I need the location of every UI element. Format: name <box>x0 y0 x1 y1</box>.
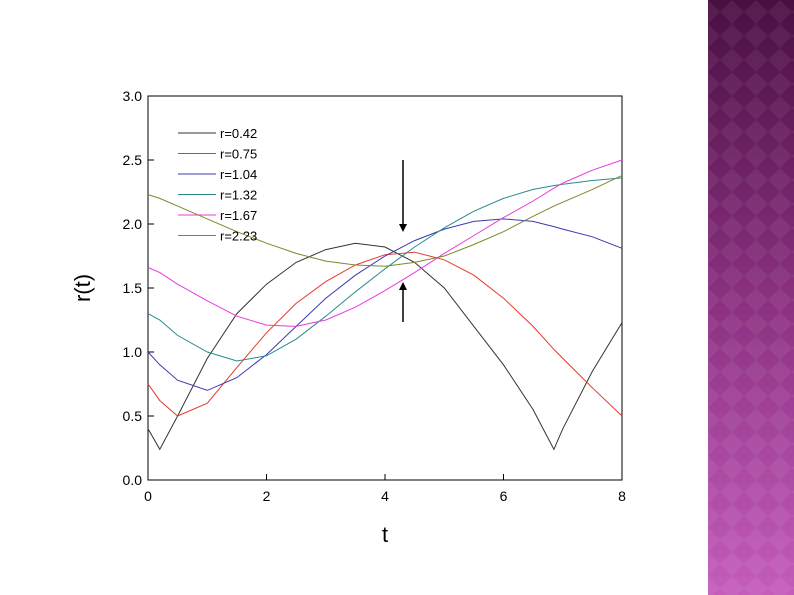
series-line <box>147 159 623 327</box>
legend-label: r=1.04 <box>220 167 257 182</box>
legend-label: r=1.67 <box>220 208 257 223</box>
y-tick-label: 2.5 <box>123 152 143 168</box>
series-line <box>147 218 623 391</box>
arrowhead <box>399 224 407 232</box>
series-line <box>147 242 623 451</box>
legend-label: r=2.23 <box>220 229 257 244</box>
x-tick-label: 2 <box>263 488 271 504</box>
plot: 0 2 4 6 8 0.0 0.5 1.0 1.5 2.0 2.5 3.0 r=0.42 r=0.75 r=… <box>123 88 627 504</box>
y-tick-label: 1.0 <box>123 344 143 360</box>
y-tick-label: 0.0 <box>123 472 143 488</box>
series-line <box>147 251 623 417</box>
y-tick-label: 2.0 <box>123 216 143 232</box>
legend-label: r=1.32 <box>220 188 257 203</box>
y-tick-label: 3.0 <box>123 88 143 104</box>
side-pattern <box>708 0 794 595</box>
legend-label: r=0.42 <box>220 126 257 141</box>
x-tick-label: 6 <box>500 488 508 504</box>
legend-label: r=0.75 <box>220 147 257 162</box>
arrows <box>399 160 407 322</box>
y-tick-label: 0.5 <box>123 408 143 424</box>
arrowhead <box>399 282 407 290</box>
y-axis-label: r(t) <box>70 274 95 302</box>
x-tick-label: 8 <box>618 488 626 504</box>
x-tick-label: 4 <box>381 488 389 504</box>
x-tick-label: 0 <box>144 488 152 504</box>
y-tick-label: 1.5 <box>123 280 143 296</box>
series-line <box>147 177 623 362</box>
series-line <box>147 174 623 267</box>
x-axis-label: t <box>382 522 388 547</box>
